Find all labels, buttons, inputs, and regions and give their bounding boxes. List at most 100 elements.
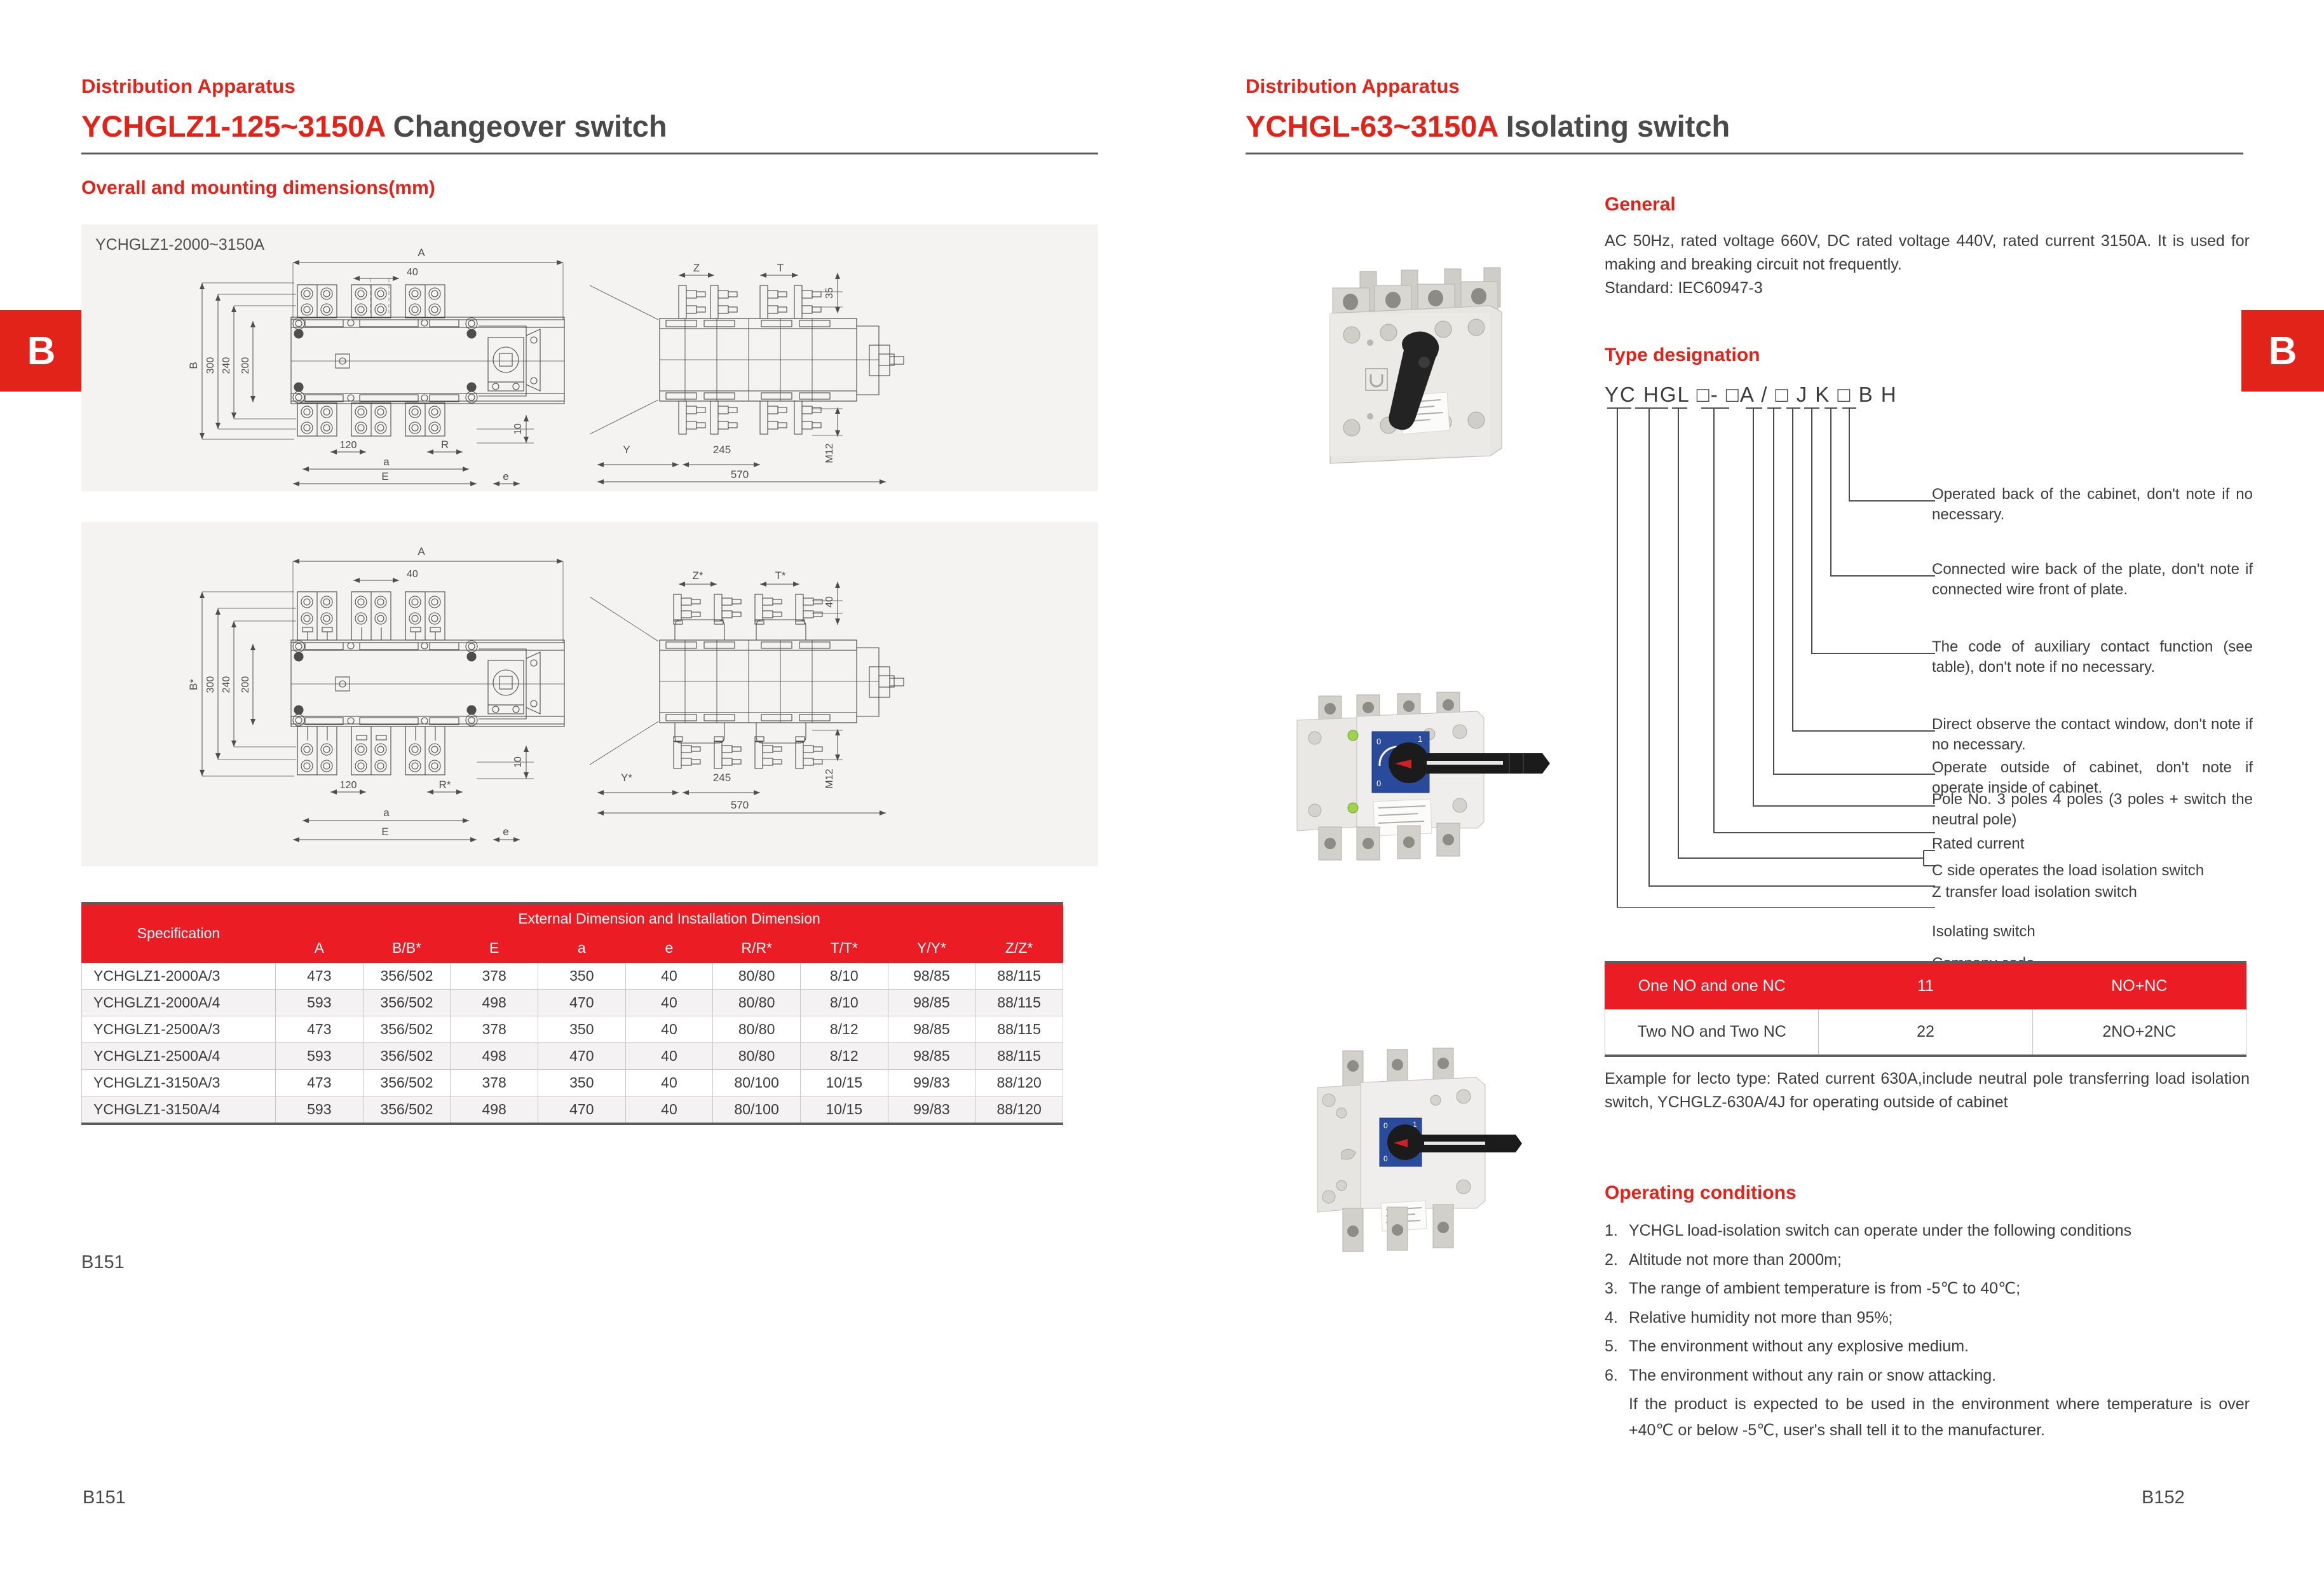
left-title-model: YCHGLZ1-125~3150A <box>81 109 385 143</box>
cell-value: 378 <box>450 1069 538 1096</box>
svg-text:570: 570 <box>731 468 749 481</box>
cell-specification: YCHGLZ1-3150A/4 <box>81 1096 276 1125</box>
contact-table-cell: NO+NC <box>2032 961 2247 1009</box>
svg-text:a: a <box>383 807 390 819</box>
cell-value: 470 <box>537 1096 626 1125</box>
cell-value: 473 <box>275 1016 364 1043</box>
cell-value: 593 <box>275 989 364 1016</box>
general-block: General AC 50Hz, rated voltage 660V, DC … <box>1605 194 2250 300</box>
cell-value: 80/80 <box>712 989 801 1016</box>
cell-value: 498 <box>450 989 538 1016</box>
general-heading: General <box>1605 194 1676 215</box>
svg-text:40: 40 <box>407 569 418 580</box>
operating-conditions-list: 1. YCHGL load-isolation switch can operat… <box>1605 1218 2250 1443</box>
svg-text:E: E <box>381 470 388 482</box>
cell-value: 473 <box>275 1069 364 1096</box>
svg-text:Z: Z <box>693 262 700 274</box>
right-page-title: YCHGL-63~3150A Isolating switch <box>1246 109 2243 144</box>
cell-value: 99/83 <box>887 1096 976 1125</box>
cell-value: 99/83 <box>887 1069 976 1096</box>
cell-value: 80/80 <box>712 962 801 990</box>
designation-label-3: Direct observe the contact window, don't… <box>1932 716 2253 754</box>
drawing-1-svg: A 40 B 300 <box>81 224 1098 491</box>
svg-text:1: 1 <box>1418 734 1422 744</box>
cell-value: 356/502 <box>362 1042 451 1070</box>
item-number: 3. <box>1605 1280 1618 1297</box>
designation-label-2: The code of auxiliary contact function (… <box>1932 638 2253 676</box>
operating-condition-item: 3. The range of ambient temperature is fr… <box>1605 1276 2250 1302</box>
th-col-1: B/B* <box>362 933 451 963</box>
svg-text:A: A <box>418 545 425 557</box>
svg-text:e: e <box>503 470 508 482</box>
page-number-left-footer: B151 <box>83 1487 126 1508</box>
svg-text:200: 200 <box>240 357 251 374</box>
designation-label-5: Pole No. 3 poles 4 poles (3 poles + swit… <box>1932 791 2253 829</box>
item-number: 4. <box>1605 1308 1618 1327</box>
left-kicker: Distribution Apparatus <box>81 75 296 97</box>
cell-value: 98/85 <box>887 1042 976 1070</box>
svg-text:0: 0 <box>1383 1154 1388 1163</box>
cell-value: 470 <box>537 989 626 1016</box>
contact-table-cell: 22 <box>1818 1009 2033 1057</box>
contact-table-cell: 2NO+2NC <box>2032 1009 2247 1057</box>
designation-label-9: Isolating switch <box>1932 923 2035 940</box>
item-text: Altitude not more than 2000m; <box>1629 1250 1842 1269</box>
product-photo-1 <box>1300 257 1554 505</box>
svg-text:40: 40 <box>824 596 835 608</box>
right-column: Distribution Apparatus YCHGL-63~3150A Is… <box>1246 75 2243 154</box>
cell-value: 40 <box>625 989 714 1016</box>
table-row: YCHGLZ1-2500A/4 593 356/502 498 470 40 80/80 8/… <box>81 1042 1063 1070</box>
svg-text:245: 245 <box>713 444 731 456</box>
contact-table-row: Two NO and Two NC 22 2NO+2NC <box>1604 1009 2247 1057</box>
cell-value: 350 <box>537 1069 626 1096</box>
cell-specification: YCHGLZ1-2000A/3 <box>81 962 276 990</box>
right-title-suffix: Isolating switch <box>1497 109 1730 143</box>
cell-value: 88/115 <box>975 989 1063 1016</box>
operating-condition-item: 2. Altitude not more than 2000m; <box>1605 1247 2250 1273</box>
cell-value: 356/502 <box>362 1016 451 1043</box>
svg-text:300: 300 <box>205 357 216 374</box>
th-col-7: Y/Y* <box>887 933 976 963</box>
th-col-0: A <box>275 933 364 963</box>
designation-label-0: Operated back of the cabinet, don't note… <box>1932 486 2253 524</box>
operating-condition-item: 4. Relative humidity not more than 95%; <box>1605 1305 2250 1331</box>
cell-value: 378 <box>450 1016 538 1043</box>
svg-text:Y*: Y* <box>621 772 632 784</box>
operating-condition-item: 5. The environment without any explosive … <box>1605 1334 2250 1360</box>
svg-text:R: R <box>441 439 449 451</box>
cell-value: 40 <box>625 1069 714 1096</box>
svg-text:40: 40 <box>407 267 418 278</box>
cell-value: 378 <box>450 962 538 990</box>
table-row: YCHGLZ1-2500A/3 473 356/502 378 350 40 80/80 8/… <box>81 1016 1063 1043</box>
cell-value: 356/502 <box>362 989 451 1016</box>
cell-value: 88/115 <box>975 1016 1063 1043</box>
operating-conditions-block: Operating conditions 1. YCHGL load-isolat… <box>1605 1182 2250 1446</box>
operating-conditions-heading: Operating conditions <box>1605 1182 1797 1203</box>
table-row: YCHGLZ1-2000A/4 593 356/502 498 470 40 80/80 8/… <box>81 989 1063 1016</box>
cell-value: 8/12 <box>799 1042 888 1070</box>
svg-text:R*: R* <box>439 779 451 791</box>
cell-value: 80/80 <box>712 1016 801 1043</box>
operating-condition-item: 6. The environment without any rain or sn… <box>1605 1363 2250 1389</box>
svg-text:570: 570 <box>731 799 749 811</box>
section-tab-left: B <box>0 310 83 392</box>
item-text: The range of ambient temperature is from… <box>1629 1280 2021 1297</box>
type-designation-block: Type designation YC HGL □- □A / □ J K □ … <box>1605 345 2253 972</box>
drawing-1-label: YCHGLZ1-2000~3150A <box>95 236 265 254</box>
cell-value: 40 <box>625 1016 714 1043</box>
svg-text:M12: M12 <box>824 443 835 463</box>
svg-text:E: E <box>381 826 388 838</box>
cell-value: 80/80 <box>712 1042 801 1070</box>
cell-value: 80/100 <box>712 1096 801 1125</box>
th-col-4: e <box>625 933 714 963</box>
page-number-right-footer: B152 <box>2142 1487 2185 1508</box>
cell-specification: YCHGLZ1-2500A/4 <box>81 1042 276 1070</box>
svg-text:B: B <box>187 362 200 369</box>
contact-table-cell: One NO and one NC <box>1604 961 1819 1009</box>
general-paragraph-1: AC 50Hz, rated voltage 660V, DC rated vo… <box>1605 232 2250 273</box>
th-specification: Specification <box>81 902 276 963</box>
svg-text:120: 120 <box>340 780 357 791</box>
left-column: Distribution Apparatus YCHGLZ1-125~3150A… <box>81 75 1098 1273</box>
cell-value: 98/85 <box>887 989 976 1016</box>
left-section-heading: Overall and mounting dimensions(mm) <box>81 177 435 198</box>
